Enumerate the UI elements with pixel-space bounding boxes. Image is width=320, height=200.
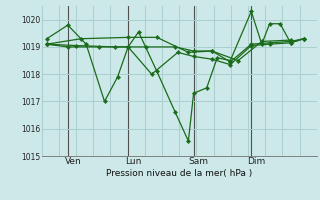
X-axis label: Pression niveau de la mer( hPa ): Pression niveau de la mer( hPa ) [106,169,252,178]
